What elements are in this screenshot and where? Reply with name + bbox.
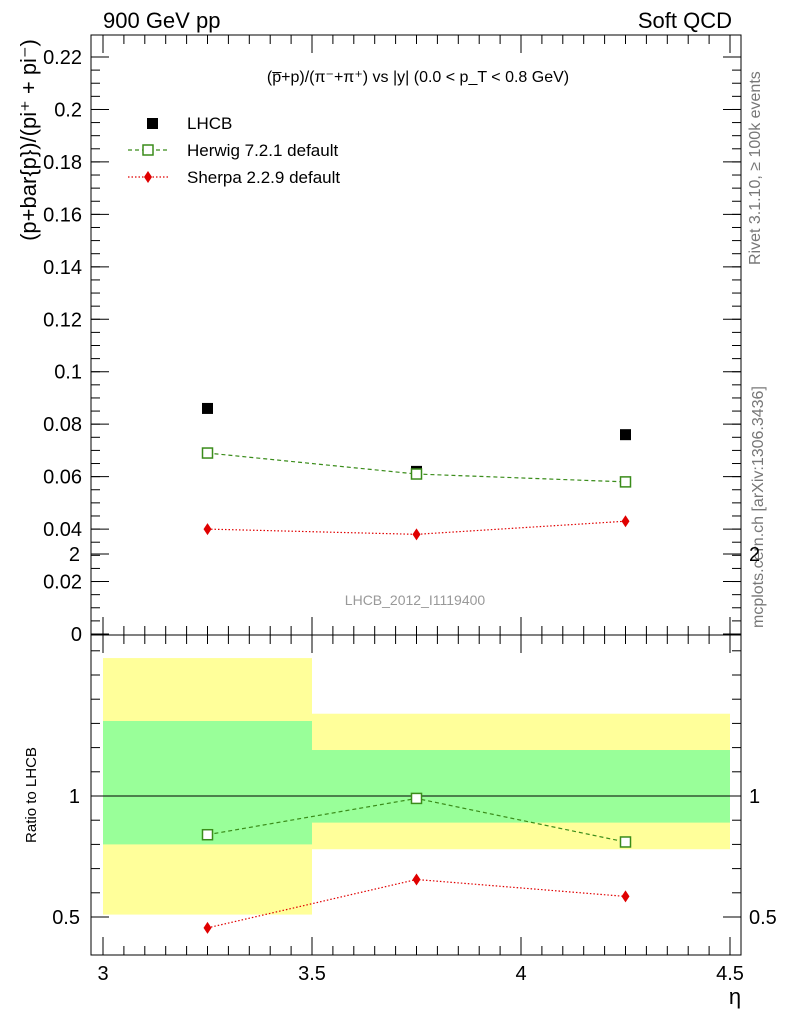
main-y-tick-label: 0.04 xyxy=(43,519,82,541)
header-right: Soft QCD xyxy=(638,8,732,33)
main-series-lines xyxy=(207,452,626,535)
main-y-axis-label: (p+bar{p})/(pi⁺ + pi⁻) xyxy=(16,39,41,241)
ratio-y-tick-labels: 0.5 0.5 1 1 2 2 xyxy=(52,544,777,929)
data-point-sherpa xyxy=(412,528,421,541)
main-title: (p̅+p)/(π⁻+π⁺) vs |y| (0.0 < p_T < 0.8 G… xyxy=(267,69,569,86)
main-y-tick-label: 0.02 xyxy=(43,572,82,594)
main-panel: 0 0.02 0.04 0.06 0.08 0.1 0.12 0.14 0.16 0.18 0.2 0… xyxy=(16,34,742,646)
x-tick-label: 4 xyxy=(515,963,526,985)
main-y-tick-label: 0.22 xyxy=(43,47,82,69)
data-point-sherpa xyxy=(203,523,212,536)
ratio-y-tick-label-right: 1 xyxy=(749,786,760,808)
main-y-tick-label: 0.1 xyxy=(54,362,82,384)
ratio-markers xyxy=(201,792,632,934)
main-y-tick-label: 0 xyxy=(71,624,82,646)
data-point-lhcb xyxy=(202,402,213,414)
x-tick-label: 3.5 xyxy=(298,963,326,985)
legend-label-herwig: Herwig 7.2.1 default xyxy=(187,141,338,160)
legend-marker-sherpa xyxy=(144,171,152,183)
ratio-point-sherpa xyxy=(621,890,630,903)
legend-marker-herwig xyxy=(142,144,154,156)
data-point-lhcb xyxy=(620,429,631,441)
main-y-tick-label: 0.18 xyxy=(43,152,82,174)
x-tick-label: 3 xyxy=(97,963,108,985)
ratio-point-herwig xyxy=(619,836,632,848)
data-point-herwig xyxy=(410,468,423,480)
main-y-tick-label: 0.14 xyxy=(43,257,82,279)
ratio-band-green xyxy=(312,750,521,823)
analysis-watermark: LHCB_2012_I1119400 xyxy=(345,592,486,608)
mcplots-label: mcplots.cern.ch [arXiv:1306.3436] xyxy=(750,386,767,628)
main-y-tick-label: 0.16 xyxy=(43,204,82,226)
legend-label-sherpa: Sherpa 2.2.9 default xyxy=(187,168,340,187)
data-point-herwig xyxy=(201,447,214,459)
data-point-sherpa xyxy=(621,515,630,528)
data-point-herwig xyxy=(619,476,632,488)
x-tick-label: 4.5 xyxy=(716,963,744,985)
rivet-version-label: Rivet 3.1.10, ≥ 100k events xyxy=(747,71,764,265)
ratio-point-herwig xyxy=(201,828,214,841)
legend: LHCB Herwig 7.2.1 default Sherpa 2.2.9 d… xyxy=(128,114,340,187)
x-axis-label: η xyxy=(729,984,741,1009)
ratio-band-green xyxy=(103,720,312,845)
legend-marker-lhcb xyxy=(147,118,158,129)
main-y-tick-label: 0.12 xyxy=(43,309,82,331)
ratio-y-tick-label-right: 0.5 xyxy=(749,907,777,929)
ratio-y-tick-label: 2 xyxy=(69,544,80,566)
main-ticks xyxy=(91,35,741,635)
ratio-y-tick-label-right: 2 xyxy=(749,544,760,566)
ratio-y-axis-label: Ratio to LHCB xyxy=(23,747,40,843)
ratio-panel: 0.5 0.5 1 1 2 2 Ratio to LHCB 3 3.5 4 4.5 η xyxy=(23,544,777,1009)
ratio-point-sherpa xyxy=(412,873,421,886)
main-y-tick-label: 0.06 xyxy=(43,467,82,489)
main-y-tick-label: 0.2 xyxy=(54,99,82,121)
main-y-tick-label: 0.08 xyxy=(43,414,82,436)
ratio-band-green xyxy=(521,750,730,823)
ratio-ticks xyxy=(91,553,741,955)
ratio-frame xyxy=(90,634,742,956)
legend-label-lhcb: LHCB xyxy=(187,114,232,133)
x-tick-labels: 3 3.5 4 4.5 xyxy=(97,963,743,985)
ratio-point-sherpa xyxy=(203,921,212,934)
main-markers xyxy=(201,402,632,541)
ratio-y-tick-label: 1 xyxy=(69,786,80,808)
ratio-bands xyxy=(103,658,730,915)
header-left: 900 GeV pp xyxy=(103,8,220,33)
main-y-tick-labels: 0 0.02 0.04 0.06 0.08 0.1 0.12 0.14 0.16 0.18 0.2 0… xyxy=(43,47,82,646)
ratio-point-herwig xyxy=(410,792,423,805)
ratio-y-tick-label: 0.5 xyxy=(52,907,80,929)
